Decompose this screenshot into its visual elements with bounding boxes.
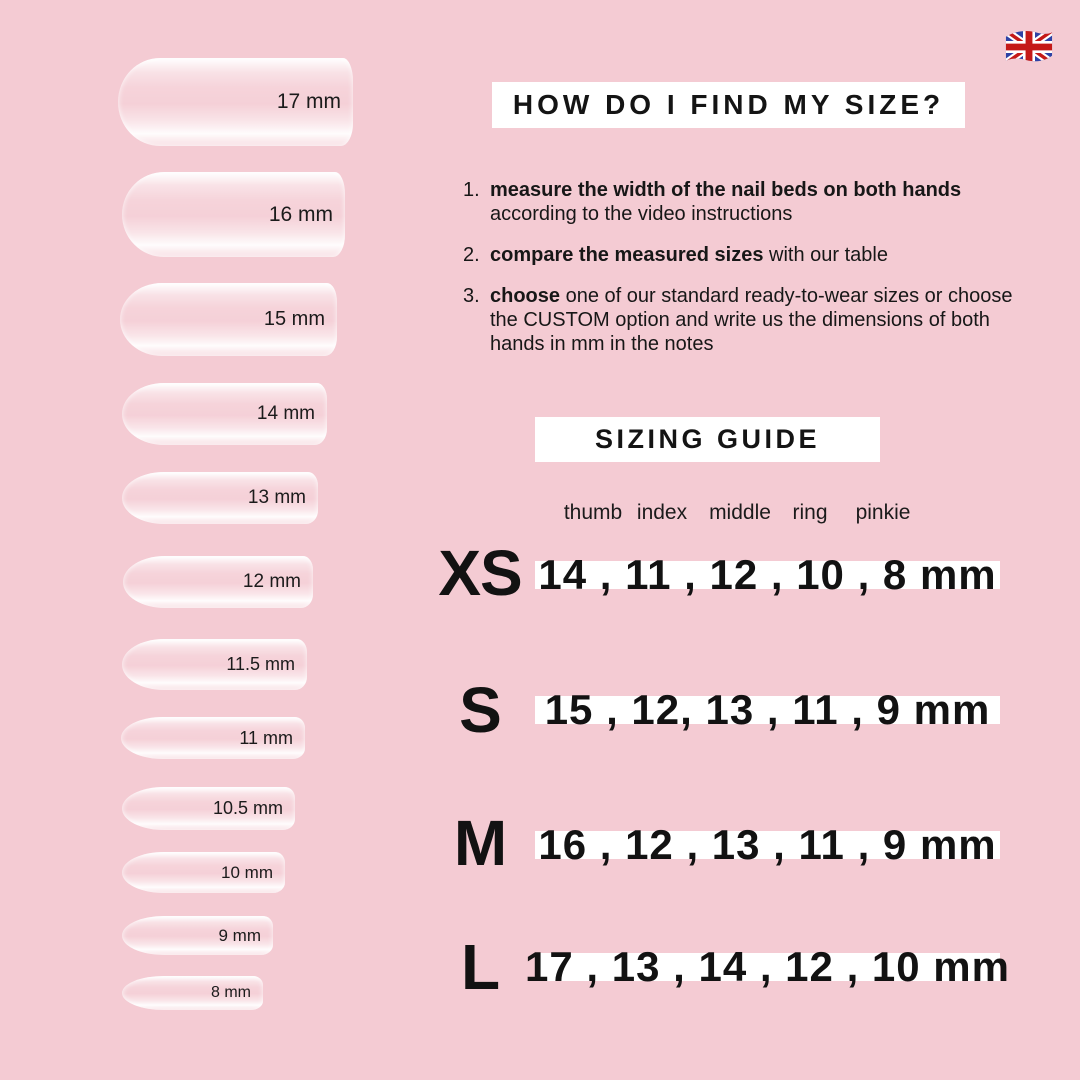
how-to-title-banner: HOW DO I FIND MY SIZE? (492, 82, 965, 128)
column-header-index: index (636, 501, 688, 524)
nail-size-label: 11.5 mm (226, 654, 295, 674)
nail-tip-9mm: 9 mm (122, 916, 273, 955)
nail-tip-10mm: 10 mm (122, 852, 285, 893)
nail-tip-16mm: 16 mm (122, 172, 345, 257)
size-values-row-l: 17 , 13 , 14 , 12 , 10 mm (525, 943, 1009, 990)
instruction-step-2: 2. compare the measured sizes with our ta… (463, 243, 1021, 267)
step-regular-text: with our table (763, 244, 888, 266)
size-label-l: L (460, 931, 500, 1003)
size-values-xs: 14 , 11 , 12 , 10 , 8 mm (538, 551, 997, 598)
nail-size-label: 10 mm (221, 862, 273, 882)
nail-size-label: 17 mm (276, 90, 341, 113)
nail-tip-17mm: 17 mm (118, 58, 353, 146)
uk-flag-icon (1005, 31, 1053, 62)
nail-tip-10-5mm: 10.5 mm (122, 787, 295, 830)
nail-tip-15mm: 15 mm (120, 283, 337, 356)
nail-tip-11-5mm: 11.5 mm (122, 639, 307, 690)
step-number: 3. (463, 285, 480, 307)
step-number: 2. (463, 244, 480, 266)
instructions-list: 1. measure the width of the nail beds on … (463, 178, 1021, 373)
instruction-step-3: 3. choose one of our standard ready-to-we… (463, 284, 1021, 356)
nail-size-label: 8 mm (211, 984, 251, 1001)
instruction-step-1: 1. measure the width of the nail beds on … (463, 178, 1021, 226)
nail-size-label: 16 mm (268, 202, 333, 226)
size-values-row-m: 16 , 12 , 13 , 11 , 9 mm (535, 821, 1000, 868)
nail-tip-11mm: 11 mm (121, 717, 305, 759)
size-values-row-s: 15 , 12, 13 , 11 , 9 mm (535, 686, 1000, 733)
step-bold-text: measure the width of the nail beds on bo… (490, 179, 962, 201)
step-regular-text: according to the video instructions (490, 203, 793, 225)
nail-tip-8mm: 8 mm (122, 976, 263, 1010)
nail-tip-13mm: 13 mm (122, 472, 318, 524)
nail-size-label: 13 mm (247, 487, 306, 508)
size-values-s: 15 , 12, 13 , 11 , 9 mm (544, 686, 991, 733)
sizing-guide-banner: SIZING GUIDE (535, 417, 880, 462)
how-to-title-text: HOW DO I FIND MY SIZE? (512, 89, 945, 120)
size-label-m: M (453, 807, 507, 879)
size-label-xs: XS (438, 537, 522, 609)
size-label-s: S (459, 674, 502, 746)
step-number: 1. (463, 179, 480, 201)
nail-size-label: 9 mm (218, 925, 262, 945)
nail-tip-12mm: 12 mm (123, 556, 313, 608)
nail-size-label: 11 mm (239, 727, 293, 748)
nail-size-label: 15 mm (263, 308, 325, 330)
column-header-ring: ring (792, 501, 828, 524)
size-values-l: 17 , 13 , 14 , 12 , 10 mm (525, 943, 1010, 990)
sizing-guide-title-text: SIZING GUIDE (594, 424, 820, 454)
nail-size-label: 10.5 mm (212, 798, 283, 818)
nail-tip-14mm: 14 mm (122, 383, 327, 445)
size-values-row-xs: 14 , 11 , 12 , 10 , 8 mm (535, 551, 1000, 598)
step-regular-text: one of our standard ready-to-wear sizes … (490, 285, 1013, 355)
column-header-pinkie: pinkie (855, 501, 911, 524)
nail-size-label: 14 mm (256, 403, 315, 424)
nail-size-label: 12 mm (242, 571, 301, 592)
step-bold-text: compare the measured sizes (490, 244, 764, 266)
column-header-middle: middle (709, 501, 771, 524)
size-values-m: 16 , 12 , 13 , 11 , 9 mm (538, 821, 997, 868)
column-header-thumb: thumb (563, 501, 623, 524)
step-bold-text: choose (490, 285, 561, 307)
